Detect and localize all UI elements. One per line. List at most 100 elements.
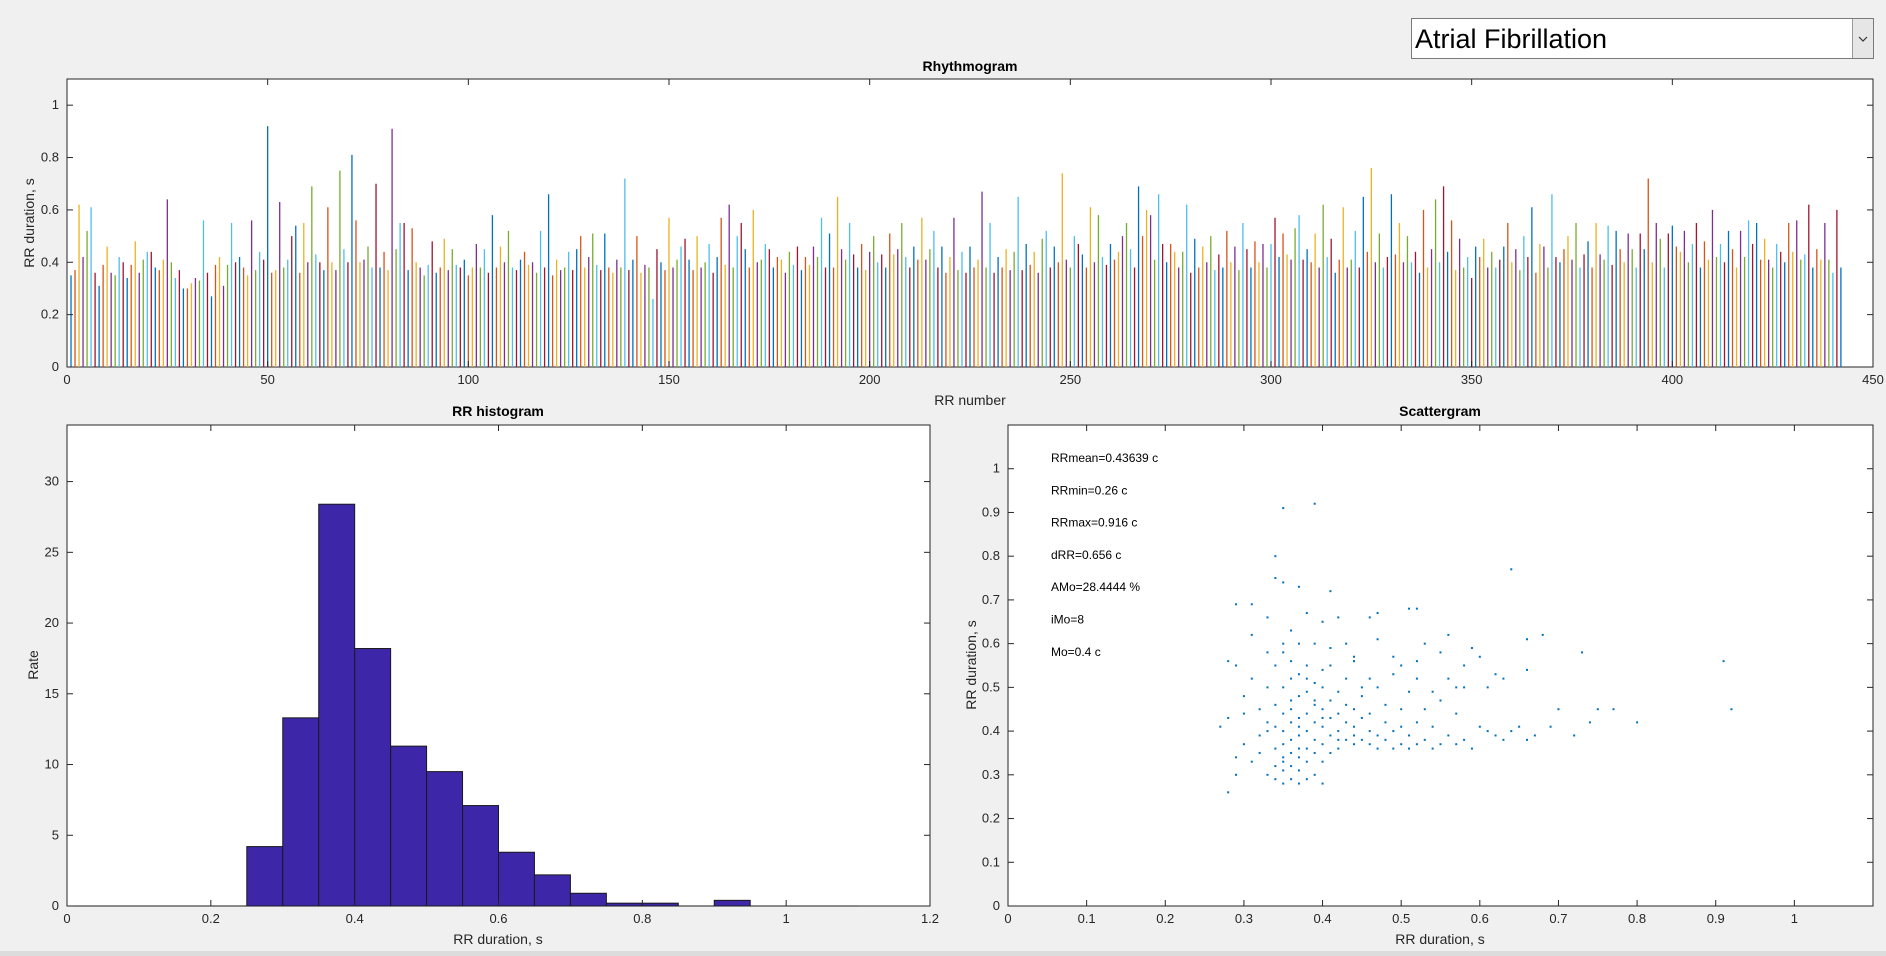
chevron-down-icon[interactable] <box>1852 19 1873 58</box>
window-bottom-edge <box>0 951 1886 956</box>
scattergram-point <box>1486 686 1489 689</box>
scattergram-point <box>1329 716 1332 719</box>
scattergram-point <box>1376 747 1379 750</box>
histogram-xtick-label: 0.6 <box>489 911 507 926</box>
scattergram-point <box>1227 716 1230 719</box>
scattergram-point <box>1510 730 1513 733</box>
scattergram-point <box>1305 778 1308 781</box>
scattergram-title: Scattergram <box>1399 403 1481 419</box>
scattergram-ytick-label: 1 <box>993 461 1000 476</box>
scattergram-point <box>1541 633 1544 636</box>
scattergram-point <box>1297 734 1300 737</box>
scattergram-point <box>1227 791 1230 794</box>
scattergram-point <box>1321 620 1324 623</box>
scattergram-ytick-label: 0.9 <box>982 504 1000 519</box>
scattergram-ytick-label: 0.5 <box>982 679 1000 694</box>
histogram-bar <box>462 805 499 907</box>
scattergram-point <box>1455 686 1458 689</box>
histogram-title: RR histogram <box>452 403 544 419</box>
scattergram-point <box>1282 769 1285 772</box>
scattergram-point <box>1573 734 1576 737</box>
rhythmogram-title: Rhythmogram <box>923 58 1018 74</box>
scattergram-point <box>1290 778 1293 781</box>
scattergram-point <box>1337 616 1340 619</box>
scattergram-point <box>1282 507 1285 510</box>
scattergram-point <box>1478 725 1481 728</box>
rhythmogram-ytick-label: 0.8 <box>41 150 59 165</box>
scattergram-point <box>1266 686 1269 689</box>
scattergram-point <box>1313 738 1316 741</box>
scattergram-point <box>1250 603 1253 606</box>
rhythmogram-xtick-label: 400 <box>1661 372 1683 387</box>
scattergram-stats: RRmean=0.43639 c RRmin=0.26 c RRmax=0.916 … <box>1051 451 1158 659</box>
scattergram-ytick-label: 0.6 <box>982 636 1000 651</box>
scattergram-point <box>1282 642 1285 645</box>
scattergram-point <box>1290 721 1293 724</box>
histogram-bar <box>713 899 751 907</box>
scattergram-point <box>1290 660 1293 663</box>
scattergram-ytick-label: 0.7 <box>982 592 1000 607</box>
scattergram-point <box>1297 747 1300 750</box>
scattergram-point <box>1557 708 1560 711</box>
rhythm-type-dropdown[interactable]: Atrial Fibrillation <box>1411 18 1874 59</box>
scattergram-point <box>1431 725 1434 728</box>
rhythmogram-xtick-label: 0 <box>63 372 70 387</box>
scattergram-point <box>1290 765 1293 768</box>
scattergram-point <box>1321 686 1324 689</box>
scattergram-point <box>1447 633 1450 636</box>
scattergram-point <box>1353 660 1355 663</box>
scattergram-point <box>1612 708 1615 711</box>
scattergram-point <box>1274 664 1277 667</box>
scattergram-point <box>1526 638 1528 641</box>
scattergram-point <box>1455 743 1458 746</box>
scattergram-point <box>1463 686 1466 689</box>
scattergram-stat-line: dRR=0.656 c <box>1051 548 1121 562</box>
scattergram-point <box>1274 555 1277 558</box>
scattergram-point <box>1282 581 1285 584</box>
scattergram-point <box>1274 703 1277 706</box>
scattergram-point <box>1297 725 1300 728</box>
scattergram-point <box>1305 612 1308 615</box>
scattergram-xtick-label: 1 <box>1791 911 1798 926</box>
scattergram-point <box>1274 577 1277 580</box>
rhythmogram-xtick-label: 350 <box>1461 372 1483 387</box>
scattergram-point <box>1392 655 1395 658</box>
scattergram-point <box>1290 629 1293 632</box>
scattergram-stat-line: Mo=0.4 c <box>1051 645 1101 659</box>
scattergram-point <box>1313 721 1316 724</box>
histogram-bar <box>533 874 571 907</box>
scattergram-point <box>1439 651 1442 654</box>
scattergram-point <box>1313 703 1316 706</box>
scattergram-stat-line: RRmin=0.26 c <box>1051 483 1127 497</box>
scattergram-point <box>1337 730 1340 733</box>
scattergram-point <box>1526 738 1528 741</box>
scattergram-point <box>1313 773 1316 776</box>
scattergram-ytick-label: 0 <box>993 898 1000 913</box>
scattergram-point <box>1266 721 1269 724</box>
rhythmogram-ytick-label: 0.2 <box>41 307 59 322</box>
scattergram-point <box>1321 708 1324 711</box>
rhythmogram-xtick-label: 50 <box>260 372 274 387</box>
scattergram-point <box>1400 743 1403 746</box>
scattergram-point <box>1353 743 1355 746</box>
scattergram-xtick-label: 0.2 <box>1156 911 1174 926</box>
rhythmogram-axes: 0 50 100 150 200 250 300 350 400 450 0 0.2 0.4 0.6 0.8… <box>21 58 1884 408</box>
scattergram-point <box>1242 712 1245 715</box>
scattergram-point <box>1400 708 1403 711</box>
scattergram-ytick-label: 0.3 <box>982 767 1000 782</box>
scattergram-point <box>1282 756 1285 759</box>
scattergram-point <box>1329 590 1332 593</box>
scattergram-point <box>1502 738 1505 741</box>
scattergram-point <box>1290 699 1293 702</box>
histogram-bar <box>354 648 392 907</box>
scattergram-point <box>1353 708 1355 711</box>
scattergram-point <box>1439 699 1442 702</box>
scattergram-axes: 0 0.1 0.2 0.3 0.4 0.5 0.6 0.7 0.8 0.9 1 0 0.1 0.2 0.3 0… <box>963 403 1874 947</box>
scattergram-point <box>1305 747 1308 750</box>
histogram-ytick-label: 20 <box>45 615 59 630</box>
scattergram-point <box>1533 734 1536 737</box>
scattergram-point <box>1368 743 1371 746</box>
rhythmogram-ytick-label: 1 <box>52 97 59 112</box>
scattergram-point <box>1431 690 1434 693</box>
rhythmogram-bars <box>70 126 1842 367</box>
